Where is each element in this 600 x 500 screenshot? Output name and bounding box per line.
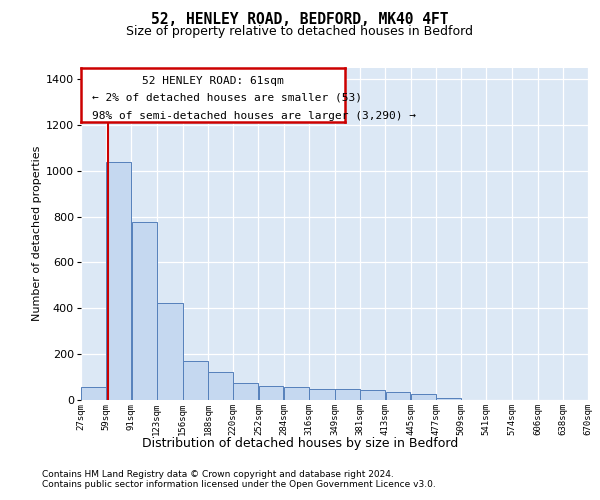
Text: 52 HENLEY ROAD: 61sqm: 52 HENLEY ROAD: 61sqm	[142, 76, 284, 86]
Bar	[335, 388, 360, 400]
Text: 52, HENLEY ROAD, BEDFORD, MK40 4FT: 52, HENLEY ROAD, BEDFORD, MK40 4FT	[151, 12, 449, 28]
Bar	[361, 390, 385, 400]
Bar	[436, 398, 461, 400]
Bar	[81, 387, 106, 400]
Bar	[309, 388, 335, 400]
Text: Distribution of detached houses by size in Bedford: Distribution of detached houses by size …	[142, 438, 458, 450]
Bar	[183, 361, 208, 400]
Bar	[259, 386, 283, 400]
Text: 98% of semi-detached houses are larger (3,290) →: 98% of semi-detached houses are larger (…	[92, 111, 416, 121]
Y-axis label: Number of detached properties: Number of detached properties	[32, 146, 42, 322]
Bar	[233, 383, 258, 400]
Bar	[131, 222, 157, 400]
Bar	[106, 162, 131, 400]
Text: Contains HM Land Registry data © Crown copyright and database right 2024.: Contains HM Land Registry data © Crown c…	[42, 470, 394, 479]
Bar	[386, 392, 410, 400]
Text: Size of property relative to detached houses in Bedford: Size of property relative to detached ho…	[127, 25, 473, 38]
Text: ← 2% of detached houses are smaller (53): ← 2% of detached houses are smaller (53)	[92, 92, 362, 102]
Bar	[208, 372, 233, 400]
Text: Contains public sector information licensed under the Open Government Licence v3: Contains public sector information licen…	[42, 480, 436, 489]
Bar	[411, 394, 436, 400]
Bar	[284, 388, 308, 400]
Bar	[157, 302, 182, 400]
